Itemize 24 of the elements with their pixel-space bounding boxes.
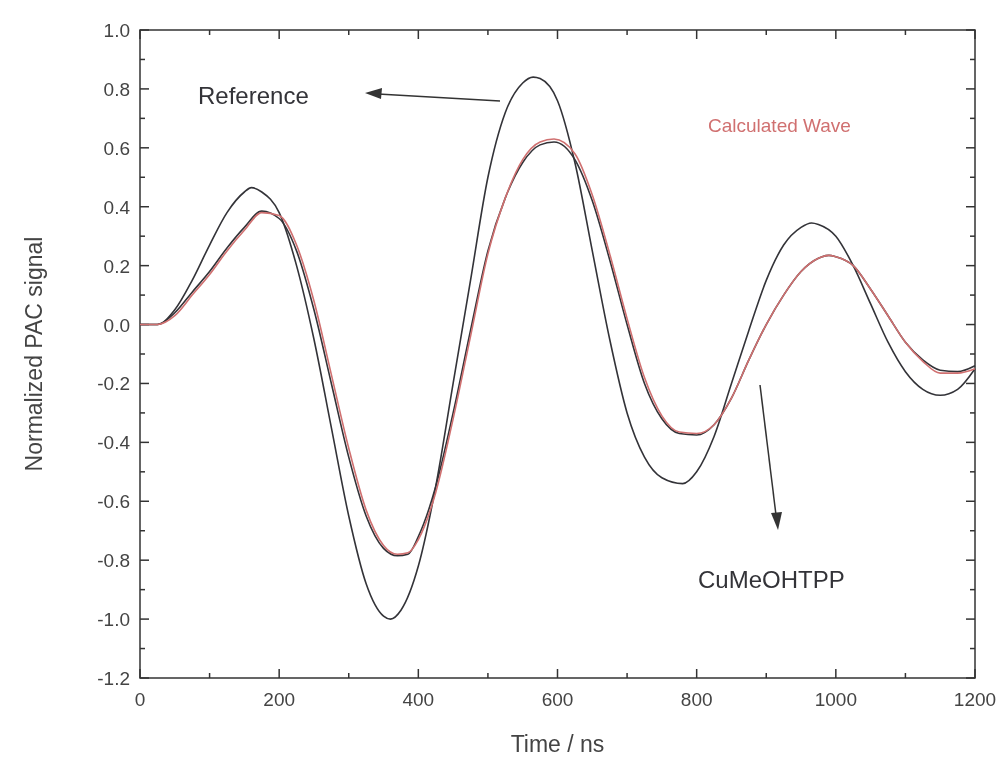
y-tick-label: -1.2 xyxy=(97,668,130,689)
y-tick-label: 0.6 xyxy=(103,137,130,159)
x-tick-label: 0 xyxy=(134,689,146,710)
x-tick-label: 800 xyxy=(680,689,713,710)
y-axis-title: Normalized PAC signal xyxy=(21,236,47,472)
x-tick-label: 200 xyxy=(263,689,296,710)
y-tick-label: 0.2 xyxy=(103,255,130,277)
annotation: CuMeOHTPP xyxy=(698,566,845,593)
y-tick-label: -1.0 xyxy=(97,609,130,631)
y-tick-label: 0.8 xyxy=(103,78,130,100)
x-tick-label: 600 xyxy=(541,689,574,710)
x-tick-label: 400 xyxy=(402,689,435,710)
y-tick-label: -0.8 xyxy=(97,550,130,572)
y-tick-label: -0.4 xyxy=(97,432,131,454)
y-tick-label: -0.6 xyxy=(97,491,130,513)
y-tick-label: 0.0 xyxy=(103,314,130,336)
y-tick-label: 0.4 xyxy=(103,196,131,218)
x-axis-title: Time / ns xyxy=(510,731,605,757)
text: Calculated Wave xyxy=(708,115,851,136)
x-tick-label: 1200 xyxy=(953,689,997,710)
y-tick-label: -0.2 xyxy=(97,373,130,395)
legend-label: Reference xyxy=(198,82,309,109)
y-tick-label: 1.0 xyxy=(103,20,130,41)
x-tick-label: 1000 xyxy=(814,689,857,710)
